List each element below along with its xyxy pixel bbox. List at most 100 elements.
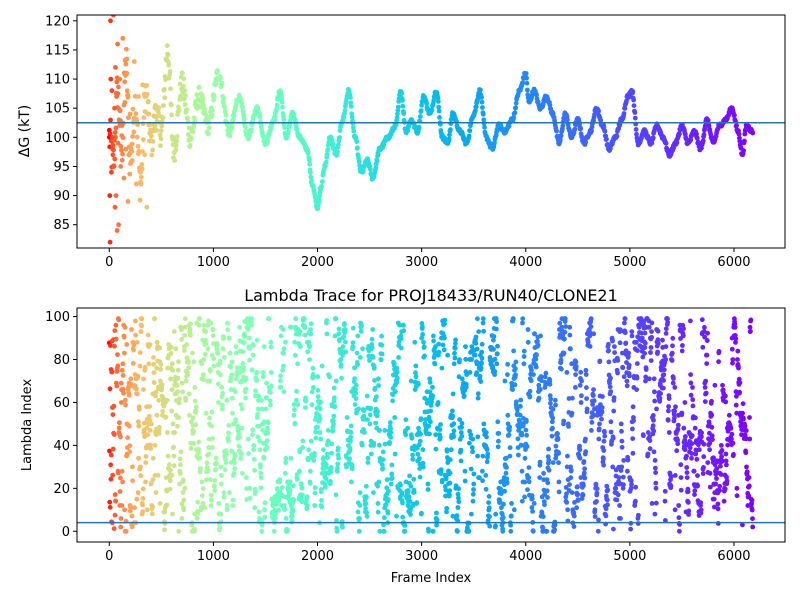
lambda-point <box>593 481 599 487</box>
lambda-point <box>151 361 157 367</box>
delta-g-point <box>158 128 164 134</box>
lambda-point <box>675 426 681 432</box>
delta-g-point <box>308 170 313 176</box>
delta-g-point <box>351 128 357 134</box>
lambda-point <box>259 522 265 528</box>
lambda-point <box>591 398 597 404</box>
lambda-point <box>628 526 633 532</box>
lambda-point <box>147 428 153 433</box>
lambda-point <box>112 492 118 497</box>
lambda-point <box>328 479 333 484</box>
lambda-point <box>219 406 225 412</box>
lambda-point <box>218 464 224 470</box>
lambda-point <box>141 420 147 426</box>
lambda-point <box>479 355 485 361</box>
lambda-point <box>518 397 524 403</box>
lambda-point <box>415 381 421 387</box>
delta-g-point <box>737 138 743 144</box>
delta-g-point <box>467 128 473 134</box>
delta-g-point <box>120 151 125 157</box>
lambda-point <box>504 465 509 470</box>
delta-g-point <box>373 165 379 171</box>
lambda-point <box>311 385 316 390</box>
lambda-point <box>411 476 417 482</box>
delta-g-early-point <box>129 158 135 164</box>
lambda-point <box>318 399 323 405</box>
lambda-point <box>643 378 648 384</box>
delta-g-point <box>187 143 193 148</box>
lambda-point <box>457 417 463 422</box>
lambda-point <box>553 443 559 449</box>
delta-g-point <box>164 43 170 48</box>
lambda-point <box>730 357 736 362</box>
lambda-point <box>615 370 620 376</box>
lambda-point <box>610 338 615 344</box>
lambda-point <box>542 374 548 380</box>
delta-g-point <box>261 133 266 139</box>
lambda-point <box>113 322 119 328</box>
lambda-point <box>608 419 614 425</box>
delta-g-point <box>131 129 137 135</box>
lambda-point <box>718 463 723 469</box>
lambda-point <box>220 390 226 396</box>
lambda-point <box>210 333 216 339</box>
lambda-point <box>464 384 469 390</box>
delta-g-point <box>688 137 694 143</box>
lambda-point <box>228 364 234 370</box>
lambda-point <box>330 418 336 423</box>
lambda-point <box>619 428 624 434</box>
lambda-point <box>230 410 235 416</box>
lambda-point <box>343 349 349 355</box>
lambda-point <box>291 497 297 503</box>
x-tick-label: 5000 <box>613 255 646 270</box>
lambda-point <box>633 484 639 490</box>
lambda-point <box>164 397 170 403</box>
lambda-point <box>698 500 704 505</box>
lambda-point <box>503 470 509 476</box>
lambda-point <box>147 342 153 347</box>
lambda-point <box>410 456 416 462</box>
lambda-point <box>175 367 181 373</box>
lambda-point <box>692 492 697 497</box>
lambda-point <box>229 359 235 365</box>
lambda-point <box>450 408 455 414</box>
lambda-point <box>423 417 428 422</box>
lambda-point <box>292 339 297 345</box>
lambda-point <box>324 331 330 337</box>
lambda-point <box>716 349 722 354</box>
lambda-point <box>633 498 638 504</box>
delta-g-point <box>211 93 217 99</box>
lambda-point <box>171 453 177 459</box>
lambda-point <box>357 528 362 534</box>
lambda-point <box>118 434 123 440</box>
lambda-point <box>335 465 340 471</box>
lambda-point <box>564 491 569 497</box>
lambda-point <box>648 350 653 355</box>
delta-g-point <box>152 123 158 129</box>
lambda-point <box>603 506 609 512</box>
lambda-point <box>672 415 677 421</box>
lambda-point <box>333 492 339 498</box>
lambda-point <box>116 317 122 323</box>
lambda-point <box>517 419 522 425</box>
delta-g-point <box>159 123 165 129</box>
delta-g-point <box>168 102 174 108</box>
delta-g-early-point <box>112 204 118 210</box>
lambda-point <box>223 456 228 462</box>
delta-g-point <box>734 123 739 128</box>
delta-g-point <box>181 83 186 89</box>
lambda-point <box>712 504 717 510</box>
lambda-point <box>120 386 126 392</box>
lambda-point <box>304 494 310 500</box>
lambda-point <box>349 479 354 485</box>
delta-g-point <box>400 103 406 109</box>
lambda-point <box>322 484 328 490</box>
lambda-point <box>141 387 146 392</box>
lambda-point <box>207 368 213 374</box>
lambda-point <box>221 490 227 495</box>
lambda-point <box>281 363 286 369</box>
y-tick-label: 105 <box>45 102 70 117</box>
lambda-point <box>394 379 400 385</box>
lambda-point <box>205 468 211 474</box>
